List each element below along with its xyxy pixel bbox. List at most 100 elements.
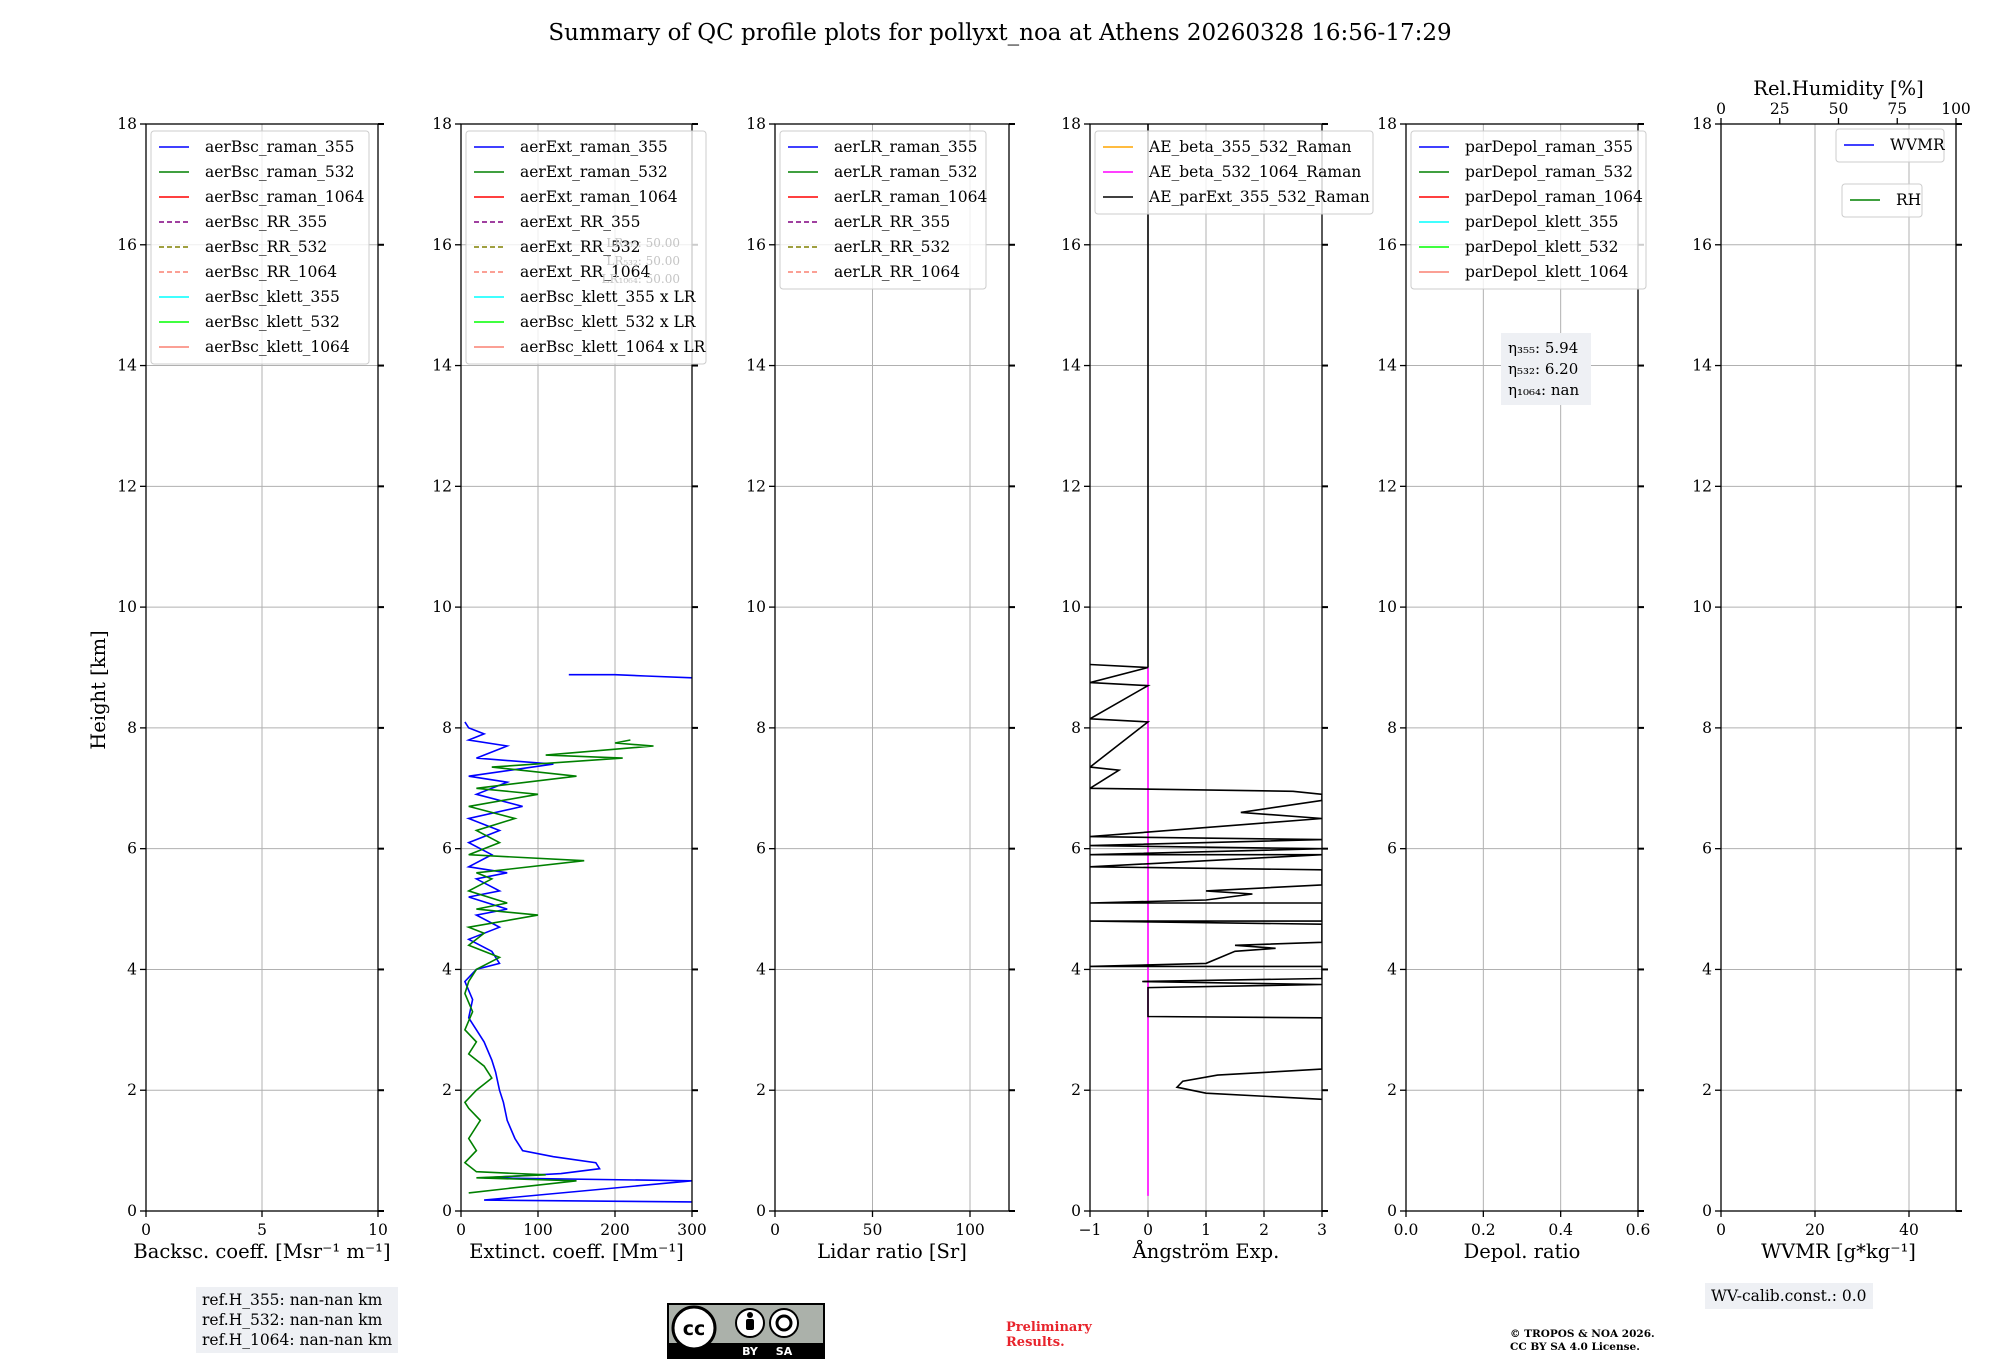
- x-tick-label: 1: [1201, 1221, 1211, 1239]
- y-tick-label: 12: [1377, 477, 1397, 495]
- cc-license-badge: cc BY SA: [667, 1303, 825, 1359]
- figure-title: Summary of QC profile plots for pollyxt_…: [548, 20, 1452, 46]
- legend-box: [1410, 130, 1647, 290]
- y-tick-label: 8: [127, 719, 137, 737]
- y-tick-label: 16: [1377, 236, 1397, 254]
- y-tick-label: 14: [432, 357, 452, 375]
- legend-label: aerBsc_raman_1064: [205, 188, 365, 206]
- legend-label: aerExt_RR_532: [520, 238, 641, 256]
- y-tick-label: 0: [1702, 1202, 1712, 1220]
- y-tick-label: 18: [117, 115, 137, 133]
- y-tick-label: 12: [117, 477, 137, 495]
- legend-label: parDepol_raman_355: [1465, 138, 1633, 156]
- axes-frame: [774, 123, 1010, 1212]
- y-tick-label: 6: [442, 840, 452, 858]
- x-tick-label: 0: [1143, 1221, 1153, 1239]
- legend-label: aerExt_raman_1064: [520, 188, 678, 206]
- y-tick-label: 6: [127, 840, 137, 858]
- legend-label: aerExt_raman_355: [520, 138, 668, 156]
- x-tick-label: 10: [368, 1221, 388, 1239]
- refh-355: ref.H_355: nan-nan km: [202, 1291, 383, 1309]
- legend-label: parDepol_klett_532: [1465, 238, 1618, 256]
- wv-calib-text: WV-calib.const.: 0.0: [1711, 1287, 1867, 1305]
- legend-wvmr: WVMR: [1835, 128, 1946, 163]
- legend-label: aerBsc_klett_532: [205, 313, 340, 331]
- y-tick-label: 4: [442, 960, 452, 978]
- legend-label: aerLR_raman_1064: [834, 188, 987, 206]
- y-tick-label: 6: [756, 840, 766, 858]
- legend: AE_beta_355_532_Raman AE_beta_532_1064_Ra…: [1094, 130, 1374, 215]
- copyright-line2: CC BY SA 4.0 License.: [1510, 1341, 1640, 1353]
- x-tick-label: 300: [677, 1221, 707, 1239]
- y-tick-label: 8: [1387, 719, 1397, 737]
- y-tick-label: 2: [127, 1081, 137, 1099]
- preliminary-line2: Results.: [1006, 1335, 1065, 1350]
- y-tick-label: 0: [1071, 1202, 1081, 1220]
- y-tick-label: 2: [1702, 1081, 1712, 1099]
- legend-label: parDepol_raman_532: [1465, 163, 1633, 181]
- legend-label: aerExt_RR_1064: [520, 263, 651, 281]
- y-tick-label: 18: [746, 115, 766, 133]
- y-tick-label: 4: [1071, 960, 1081, 978]
- y-tick-label: 16: [1061, 236, 1081, 254]
- legend-box: [779, 130, 987, 290]
- legend-label: aerLR_RR_355: [834, 213, 950, 231]
- legend-label: aerBsc_klett_1064 x LR: [520, 338, 707, 356]
- eta-box: η₃₅₅: 5.94 η₅₃₂: 6.20 η₁₀₆₄: nan: [1501, 333, 1591, 405]
- legend-label: aerBsc_raman_355: [205, 138, 355, 156]
- y-tick-label: 10: [746, 598, 766, 616]
- by-text: BY: [742, 1345, 759, 1358]
- cc-text: cc: [683, 1318, 706, 1340]
- y-tick-label: 16: [117, 236, 137, 254]
- legend-box: [465, 130, 707, 365]
- legend-label: aerLR_raman_355: [834, 138, 977, 156]
- y-tick-label: 16: [432, 236, 452, 254]
- y-tick-label: 10: [1692, 598, 1712, 616]
- axes-frame: [460, 123, 693, 1212]
- legend: aerBsc_raman_355 aerBsc_raman_532 aerBsc_r…: [150, 130, 370, 365]
- preliminary-line1: Preliminary: [1006, 1320, 1092, 1335]
- sa-recycle-icon: [769, 1308, 799, 1338]
- y-tick-label: 14: [1377, 357, 1397, 375]
- x-tick-label: 20: [1805, 1221, 1825, 1239]
- x-tick-label: 0: [456, 1221, 466, 1239]
- lr-label: LR₁₀₆₄: 50.00: [602, 272, 680, 286]
- x-axis-label: Lidar ratio [Sr]: [817, 1240, 967, 1263]
- panel-dep: 0 2 4 6 8 10 12 14 16 18 0.0 0.2 0.4 0.6 Depol. ratio p…: [1377, 115, 1650, 1263]
- y-tick-label: 2: [756, 1081, 766, 1099]
- top-x-tick-label: 0: [1716, 100, 1726, 118]
- legend-label: aerLR_RR_532: [834, 238, 950, 256]
- y-tick-label: 12: [746, 477, 766, 495]
- cc-icon: [671, 1305, 717, 1351]
- x-tick-label: 0: [141, 1221, 151, 1239]
- y-tick-label: 0: [127, 1202, 137, 1220]
- eta-label: η₁₀₆₄: nan: [1508, 381, 1579, 399]
- y-tick-label: 0: [442, 1202, 452, 1220]
- x-tick-label: 3: [1317, 1221, 1327, 1239]
- y-tick-label: 14: [117, 357, 137, 375]
- legend: aerLR_raman_355 aerLR_raman_532 aerLR_rama…: [779, 130, 987, 290]
- copyright-note: © TROPOS & NOA 2026. CC BY SA 4.0 Licens…: [1510, 1328, 1655, 1354]
- y-tick-label: 0: [756, 1202, 766, 1220]
- legend-box: [1841, 183, 1923, 218]
- y-tick-label: 4: [756, 960, 766, 978]
- y-tick-label: 14: [1061, 357, 1081, 375]
- y-tick-label: 8: [756, 719, 766, 737]
- legend-label: parDepol_klett_1064: [1465, 263, 1628, 281]
- y-tick-label: 10: [1377, 598, 1397, 616]
- y-axis-label: Height [km]: [87, 630, 110, 749]
- x-tick-label: 0.0: [1394, 1221, 1419, 1239]
- x-tick-label: 0.6: [1626, 1221, 1651, 1239]
- x-tick-label: 0: [1716, 1221, 1726, 1239]
- axes-frame: [1720, 123, 1957, 1212]
- eta-label: η₅₃₂: 6.20: [1508, 360, 1578, 378]
- x-tick-label: 0.4: [1548, 1221, 1573, 1239]
- wv-calibration-box: WV-calib.const.: 0.0: [1705, 1283, 1873, 1309]
- top-x-axis-label: Rel.Humidity [%]: [1753, 77, 1923, 100]
- y-tick-label: 12: [1692, 477, 1712, 495]
- legend-label: aerBsc_klett_532 x LR: [520, 313, 697, 331]
